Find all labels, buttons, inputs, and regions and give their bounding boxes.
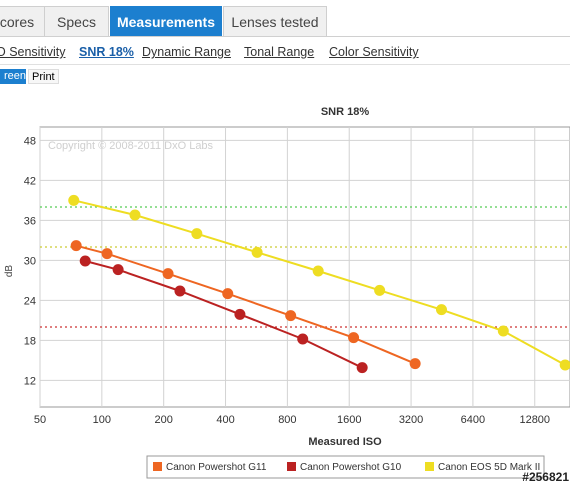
- measurement-subnav: O Sensitivity SNR 18% Dynamic Range Tona…: [0, 36, 570, 65]
- legend-swatch: [153, 462, 162, 471]
- legend-box: [146, 455, 545, 479]
- tab-lenses-tested[interactable]: Lenses tested: [223, 6, 327, 36]
- tab-specs[interactable]: Specs: [44, 6, 109, 36]
- legend-swatch: [287, 462, 296, 471]
- data-point[interactable]: [174, 285, 186, 297]
- data-point[interactable]: [559, 359, 570, 371]
- series-3: [68, 194, 570, 371]
- data-point[interactable]: [129, 209, 141, 221]
- series-1: [70, 240, 421, 370]
- y-tick-label: 30: [24, 255, 36, 267]
- subnav-iso-sensitivity[interactable]: O Sensitivity: [0, 45, 66, 59]
- series-2: [79, 255, 368, 374]
- reference-lines: [40, 206, 570, 328]
- copyright-text: Copyright © 2008-2011 DxO Labs: [48, 140, 214, 152]
- y-axis-label: dB: [4, 265, 15, 278]
- data-point[interactable]: [497, 325, 509, 337]
- x-tick-label: 200: [155, 414, 173, 426]
- data-point[interactable]: [435, 304, 447, 316]
- data-point[interactable]: [409, 358, 421, 370]
- x-tick-label: 6400: [461, 414, 485, 426]
- x-tick-label: 3200: [399, 414, 423, 426]
- y-tick-label: 18: [24, 335, 36, 347]
- x-tick-label: 50: [34, 414, 46, 426]
- data-point[interactable]: [112, 264, 124, 276]
- tab-scores[interactable]: cores: [0, 6, 46, 36]
- grid: [39, 127, 570, 407]
- series-group: [68, 194, 570, 374]
- legend-swatch: [425, 462, 434, 471]
- data-point[interactable]: [312, 265, 324, 277]
- y-tick-label: 42: [24, 175, 36, 187]
- screen-view-button[interactable]: reen: [0, 69, 26, 84]
- image-id-watermark: #256821: [522, 470, 569, 484]
- tab-measurements[interactable]: Measurements: [110, 6, 222, 36]
- print-view-button[interactable]: Print: [28, 69, 59, 84]
- y-tick-labels: 12 18 24 30 36 42 48: [24, 135, 36, 387]
- tab-bar: cores Specs Measurements Lenses tested: [0, 0, 570, 37]
- subnav-color-sensitivity[interactable]: Color Sensitivity: [329, 45, 419, 59]
- data-point[interactable]: [162, 268, 174, 280]
- data-point[interactable]: [70, 240, 82, 252]
- subnav-dynamic-range[interactable]: Dynamic Range: [142, 45, 231, 59]
- legend-label: Canon Powershot G11: [166, 462, 267, 473]
- x-tick-label: 100: [93, 414, 111, 426]
- data-point[interactable]: [191, 228, 203, 240]
- data-point[interactable]: [234, 308, 246, 320]
- data-point[interactable]: [356, 362, 368, 374]
- chart-title: SNR 18%: [321, 106, 370, 118]
- data-point[interactable]: [374, 284, 386, 296]
- legend-label: Canon EOS 5D Mark II: [438, 462, 540, 473]
- x-tick-label: 400: [216, 414, 234, 426]
- data-point[interactable]: [348, 332, 360, 344]
- subnav-tonal-range[interactable]: Tonal Range: [244, 45, 315, 59]
- legend-label: Canon Powershot G10: [300, 462, 402, 473]
- y-tick-label: 24: [24, 295, 36, 307]
- data-point[interactable]: [297, 333, 309, 345]
- data-point[interactable]: [222, 288, 234, 300]
- y-tick-label: 36: [24, 215, 36, 227]
- x-tick-label: 1600: [337, 414, 361, 426]
- x-tick-labels: 50 100 200 400 800 1600 3200 6400 12800: [34, 414, 550, 426]
- x-tick-label: 12800: [519, 414, 550, 426]
- data-point[interactable]: [79, 255, 91, 267]
- x-axis-label: Measured ISO: [308, 436, 382, 448]
- data-point[interactable]: [251, 246, 263, 258]
- data-point[interactable]: [101, 248, 113, 260]
- y-tick-label: 48: [24, 135, 36, 147]
- x-tick-label: 800: [278, 414, 296, 426]
- snr-chart: SNR 18% Copyright © 2008-2011 DxO Labs 5…: [4, 106, 570, 479]
- y-tick-label: 12: [24, 375, 36, 387]
- subnav-snr-18[interactable]: SNR 18%: [79, 45, 134, 59]
- data-point[interactable]: [285, 310, 297, 322]
- series-line: [84, 260, 363, 369]
- legend: Canon Powershot G11 Canon Powershot G10 Ca…: [146, 455, 545, 479]
- data-point[interactable]: [68, 194, 80, 206]
